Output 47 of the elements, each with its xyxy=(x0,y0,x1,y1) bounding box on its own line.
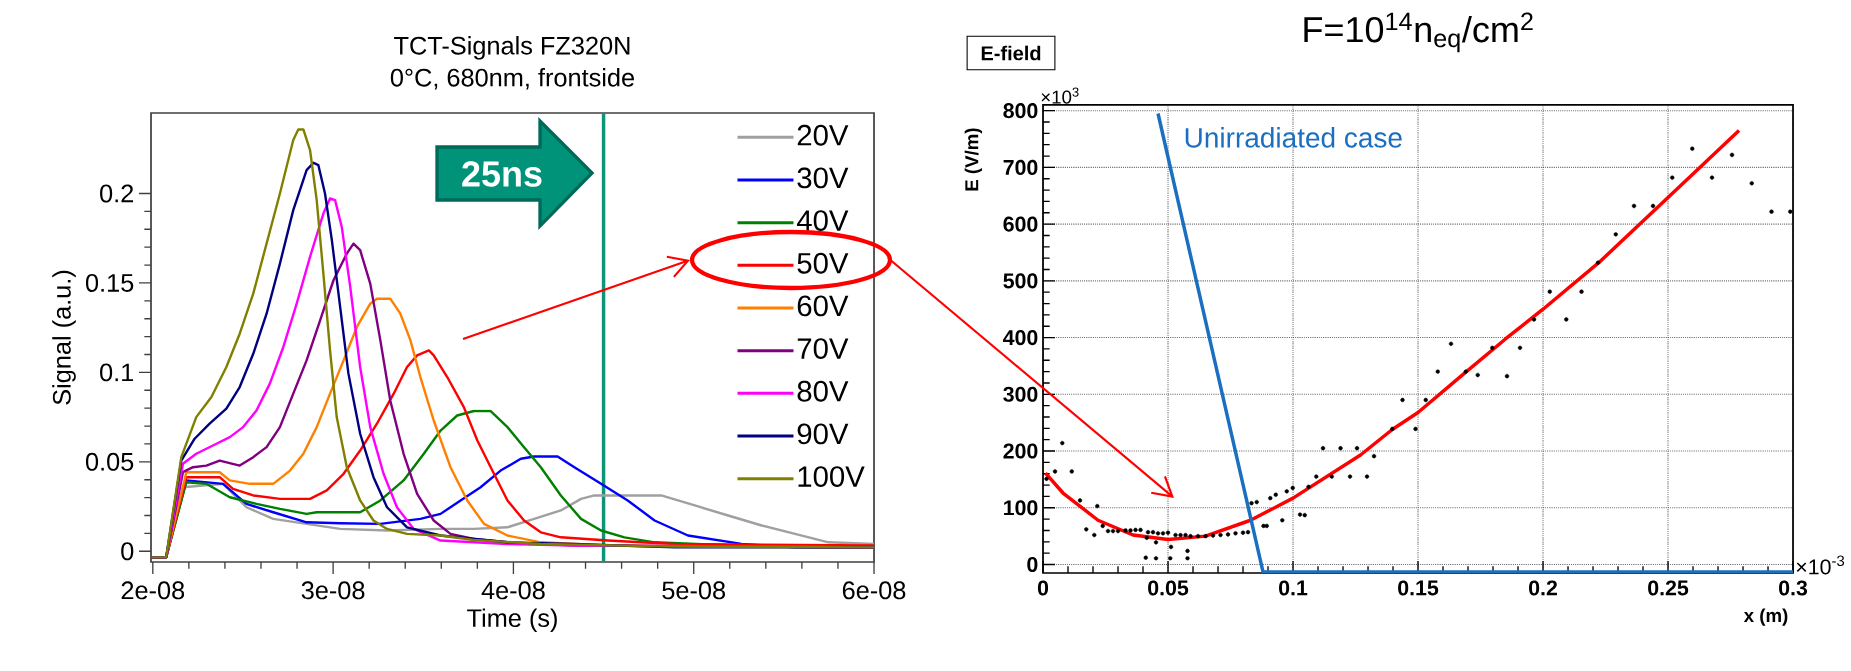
y-tick-label: 0.2 xyxy=(100,184,134,203)
y-tick-label: 0 xyxy=(1027,556,1038,573)
series-label: Unirradiated case xyxy=(1185,127,1402,148)
y-tick-label: 600 xyxy=(1003,216,1038,232)
text: E-field xyxy=(981,45,1041,61)
x-axis-title: x (m) xyxy=(1743,608,1788,626)
y-tick-label: 500 xyxy=(1003,273,1038,289)
text: ×10$^{3}$ xyxy=(1041,87,1079,104)
y-tick-label: 0.05 xyxy=(85,452,134,471)
x-tick-label: 0.3 xyxy=(1779,580,1808,596)
y-tick-label: 300 xyxy=(1003,386,1038,402)
y-tick-label: 0.1 xyxy=(100,363,134,382)
x-tick-label: 2e-08 xyxy=(121,581,185,600)
x-tick-label: 3e-08 xyxy=(301,581,365,600)
x-tick-label: 5e-08 xyxy=(662,581,725,600)
x-tick-label: 4e-08 xyxy=(481,581,545,600)
legend-label: 80V xyxy=(797,380,849,402)
y-tick-label: 0 xyxy=(121,542,134,561)
legend-label: 100V xyxy=(798,466,865,487)
x-tick-label: 0.25 xyxy=(1648,580,1689,596)
legend-label: 70V xyxy=(797,338,849,359)
chart-title: F=10$^{14}$n$_{eq}$/cm$^{2}$ xyxy=(1304,12,1533,53)
y-tick-label: 100 xyxy=(1004,500,1038,516)
y-tick-label: 400 xyxy=(1003,330,1038,346)
chart-subtitle: 0°C, 680nm, frontside xyxy=(390,68,634,90)
y-tick-label: 700 xyxy=(1003,159,1038,175)
x-tick-label: 0.2 xyxy=(1529,580,1557,596)
y-tick-label: 200 xyxy=(1003,443,1038,459)
legend-label: 40V xyxy=(796,210,849,231)
annotation: 25ns xyxy=(462,161,542,187)
legend-label: 50V xyxy=(797,252,849,274)
y-tick-label: 0.15 xyxy=(85,273,134,292)
legend-label: 20V xyxy=(797,124,849,146)
y-axis-title: Signal (a.u.) xyxy=(52,270,76,405)
x-tick-label: 0 xyxy=(1037,580,1049,596)
legend-label: 90V xyxy=(797,423,849,445)
legend-label: 60V xyxy=(797,295,849,317)
legend-label: 30V xyxy=(797,167,849,189)
chart-title: TCT-Signals FZ320N xyxy=(394,36,630,60)
y-tick-label: 800 xyxy=(1003,103,1038,119)
x-tick-label: 0.05 xyxy=(1148,580,1189,596)
x-tick-label: 6e-08 xyxy=(842,581,906,600)
x-axis-title: Time (s) xyxy=(467,608,557,633)
x-tick-label: 0.1 xyxy=(1279,580,1308,596)
text: ×10$^{-3}$ xyxy=(1796,555,1845,575)
y-axis-title: E (V/m) xyxy=(964,128,983,191)
x-tick-label: 0.15 xyxy=(1398,580,1439,596)
